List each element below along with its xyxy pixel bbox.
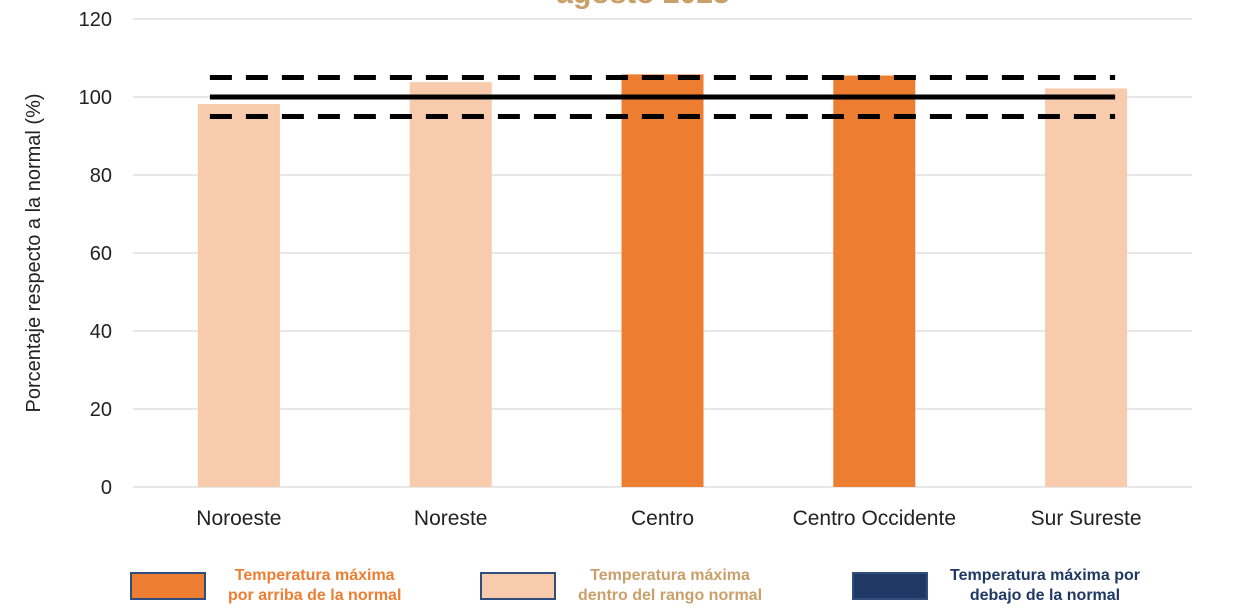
y-tick-label-100: 100	[79, 87, 112, 109]
bar-noroeste	[197, 104, 280, 488]
bar-noreste	[409, 82, 492, 488]
x-tick-label-centro-occidente: Centro Occidente	[793, 507, 956, 530]
legend-swatch-above	[130, 572, 206, 600]
legend-swatch-below	[852, 572, 928, 600]
legend-label-within: Temperatura máxima dentro del rango norm…	[578, 567, 763, 604]
x-tick-label-noreste: Noreste	[414, 507, 488, 530]
legend-item-within: Temperatura máxima dentro del rango norm…	[480, 563, 762, 609]
y-tick-label-20: 20	[90, 399, 112, 421]
chart-title: agosto 2025	[556, 0, 729, 10]
x-tick-label-centro: Centro	[631, 507, 694, 530]
y-tick-label-0: 0	[101, 477, 112, 499]
bar-centro-occidente	[833, 75, 916, 488]
legend-label-above: Temperatura máxima por arriba de la norm…	[228, 567, 402, 604]
y-tick-label-120: 120	[79, 9, 112, 31]
y-tick-label-60: 60	[90, 243, 112, 265]
y-axis-ticks: 0 20 40 60 80 100 120	[79, 9, 112, 499]
y-tick-label-40: 40	[90, 321, 112, 343]
x-tick-label-sur-sureste: Sur Sureste	[1031, 507, 1142, 530]
x-tick-label-noroeste: Noroeste	[196, 507, 281, 530]
y-axis-label: Porcentaje respecto a la normal (%)	[23, 93, 45, 412]
legend-item-below: Temperatura máxima por debajo de la norm…	[852, 563, 1140, 609]
reference-lines	[209, 75, 1116, 119]
bar-centro	[621, 74, 704, 487]
legend-item-above: Temperatura máxima por arriba de la norm…	[130, 563, 401, 609]
legend-swatch-within	[480, 572, 556, 600]
bar-sur-sureste	[1045, 88, 1128, 488]
legend-label-below: Temperatura máxima por debajo de la norm…	[950, 567, 1140, 604]
y-tick-label-80: 80	[90, 165, 112, 187]
bars	[197, 74, 1128, 488]
x-axis-categories: Noroeste Noreste Centro Centro Occidente Sur…	[196, 507, 1141, 530]
